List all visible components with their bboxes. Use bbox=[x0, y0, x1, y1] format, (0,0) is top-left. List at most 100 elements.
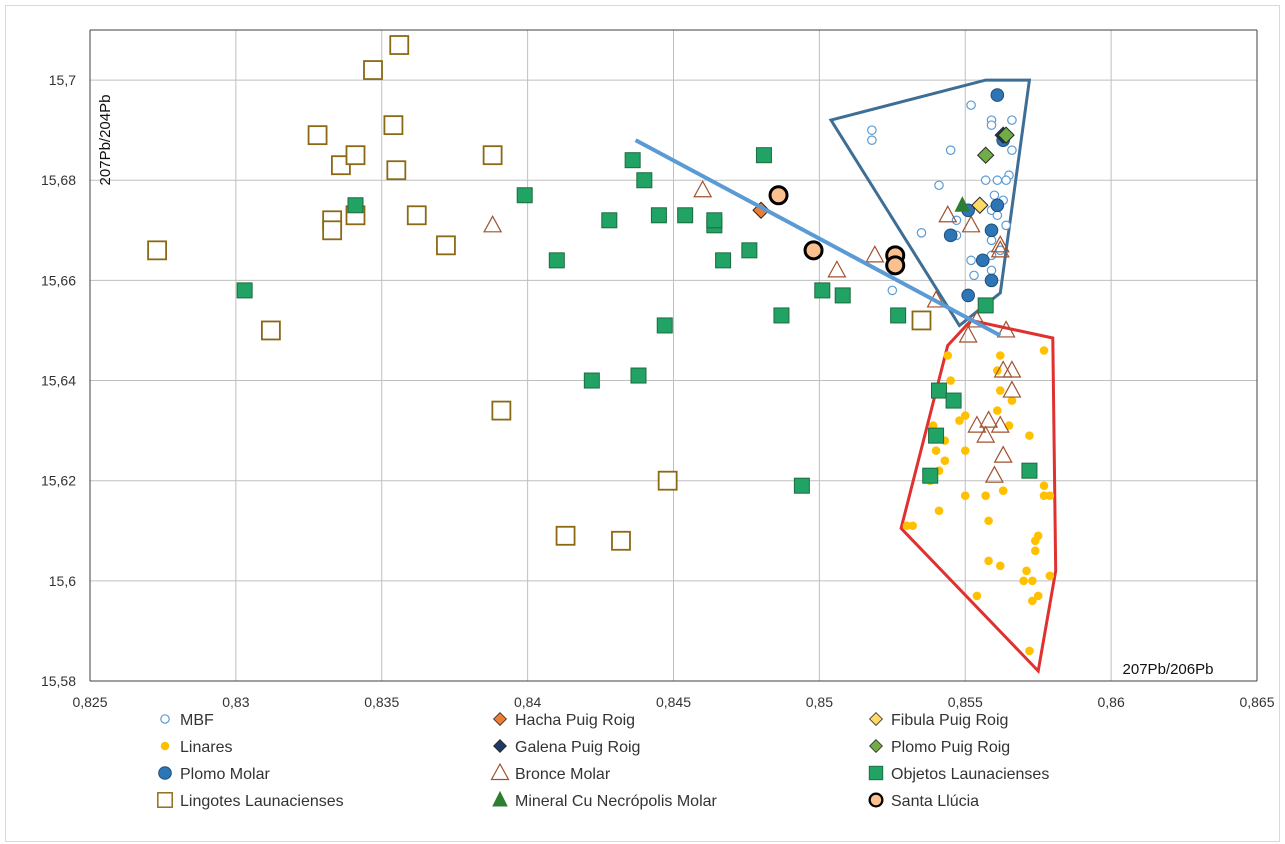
point-bronce-molar bbox=[990, 415, 1010, 433]
point-mbf bbox=[1007, 115, 1017, 125]
point-linares bbox=[995, 386, 1005, 395]
chart-border bbox=[5, 5, 1280, 842]
point-bronce-molar bbox=[1002, 380, 1022, 398]
point-bronce-molar bbox=[827, 260, 847, 278]
point-bronce-molar bbox=[993, 445, 1013, 463]
point-mbf bbox=[989, 190, 1000, 201]
point-bronce-molar bbox=[976, 425, 996, 443]
point-linares bbox=[984, 516, 993, 526]
legend-label-plomo-puig-roig: Plomo Puig Roig bbox=[891, 739, 1010, 756]
point-linares bbox=[1028, 596, 1037, 606]
point-objetos-launacienses bbox=[922, 467, 939, 484]
point-lingotes-launacienses bbox=[389, 35, 410, 55]
x-tick-label: 0,86 bbox=[1098, 694, 1125, 710]
point-plomo-molar bbox=[943, 228, 958, 243]
x-axis-label: 207Pb/206Pb bbox=[1123, 661, 1214, 678]
x-tick-label: 0,865 bbox=[1239, 694, 1274, 710]
legend-marker-santa-llucia bbox=[868, 792, 884, 808]
point-lingotes-launacienses bbox=[322, 220, 343, 241]
point-plomo-puig-roig bbox=[976, 146, 995, 164]
legend-marker-plomo-molar bbox=[158, 766, 172, 780]
point-plomo-molar bbox=[990, 198, 1005, 213]
point-linares bbox=[995, 561, 1005, 571]
point-mbf bbox=[867, 125, 877, 135]
point-objetos-launacienses bbox=[773, 307, 790, 324]
point-objetos-launacienses bbox=[516, 187, 533, 204]
point-linares bbox=[1025, 431, 1034, 440]
point-mbf bbox=[969, 270, 979, 281]
trend-line bbox=[634, 138, 1002, 338]
point-bronce-molar bbox=[483, 215, 503, 233]
point-bronce-molar bbox=[865, 245, 885, 263]
legend-label-mbf: MBF bbox=[180, 712, 214, 729]
point-lingotes-launacienses bbox=[307, 125, 328, 146]
region-polygon-blue bbox=[828, 78, 1032, 328]
point-linares bbox=[960, 411, 970, 420]
x-tick-label: 0,855 bbox=[948, 694, 983, 710]
legend-marker-linares bbox=[160, 741, 170, 751]
region-polygon-red bbox=[899, 318, 1058, 675]
point-objetos-launacienses bbox=[601, 212, 618, 229]
point-bronce-molar bbox=[938, 205, 958, 223]
point-santa-llucia bbox=[885, 255, 906, 276]
point-linares bbox=[1030, 546, 1040, 556]
point-plomo-puig-roig bbox=[997, 126, 1015, 144]
legend-marker-shape bbox=[493, 739, 507, 753]
y-tick-label: 15,66 bbox=[41, 272, 76, 288]
point-bronce-molar bbox=[990, 240, 1010, 258]
point-bronce-molar bbox=[996, 320, 1016, 338]
point-mbf bbox=[887, 285, 898, 296]
point-objetos-launacienses bbox=[755, 147, 772, 164]
point-lingotes-launacienses bbox=[147, 240, 168, 261]
point-lingotes-launacienses bbox=[436, 235, 456, 256]
legend-label-galena-puig-roig: Galena Puig Roig bbox=[515, 739, 640, 756]
point-linares bbox=[940, 456, 950, 465]
point-lingotes-launacienses bbox=[657, 470, 678, 491]
legend-marker-shape bbox=[868, 765, 884, 781]
point-lingotes-launacienses bbox=[363, 60, 383, 80]
legend-label-santa-llucia: Santa Llúcia bbox=[891, 793, 979, 810]
point-bronce-molar bbox=[990, 235, 1010, 253]
point-mbf bbox=[916, 228, 927, 238]
point-santa-llucia bbox=[768, 185, 789, 206]
point-mbf bbox=[986, 235, 997, 246]
point-objetos-launacienses bbox=[793, 477, 810, 494]
legend-marker-shape bbox=[869, 739, 883, 753]
point-mbf bbox=[934, 180, 944, 191]
legend-marker-shape bbox=[490, 762, 510, 781]
point-objetos-launacienses bbox=[347, 197, 364, 214]
legend-label-bronce-molar: Bronce Molar bbox=[515, 766, 611, 783]
y-tick-label: 15,7 bbox=[49, 72, 76, 88]
point-objetos-launacienses bbox=[814, 282, 831, 299]
point-objetos-launacienses bbox=[977, 297, 994, 314]
point-mbf bbox=[986, 265, 997, 276]
x-tick-label: 0,83 bbox=[222, 694, 249, 710]
point-lingotes-launacienses bbox=[345, 145, 366, 166]
point-linares bbox=[960, 491, 970, 501]
point-lingotes-launacienses bbox=[331, 155, 351, 176]
point-mbf bbox=[1001, 175, 1011, 186]
point-mbf bbox=[992, 175, 1003, 186]
point-mbf bbox=[1001, 220, 1011, 231]
legend-marker-shape bbox=[868, 792, 884, 808]
point-santa-llucia bbox=[803, 240, 824, 261]
legend-label-mineral-cu-necropolis-molar: Mineral Cu Necrópolis Molar bbox=[515, 793, 718, 810]
point-fibula-puig-roig bbox=[971, 196, 989, 214]
point-linares bbox=[998, 486, 1008, 496]
point-bronce-molar bbox=[1002, 360, 1022, 378]
x-tick-label: 0,85 bbox=[806, 694, 833, 710]
legend: MBF Hacha Puig Roig Fibula Puig Roig Linare… bbox=[157, 712, 1049, 810]
legend-label-objetos-launacienses: Objetos Launacienses bbox=[891, 766, 1049, 783]
legend-label-hacha-puig-roig: Hacha Puig Roig bbox=[515, 712, 635, 729]
point-linares bbox=[1030, 536, 1040, 546]
point-objetos-launacienses bbox=[741, 242, 758, 259]
point-linares bbox=[984, 556, 993, 566]
point-linares bbox=[955, 416, 964, 425]
point-lingotes-launacienses bbox=[482, 145, 503, 166]
point-linares bbox=[943, 351, 953, 360]
y-tick-label: 15,68 bbox=[41, 172, 76, 188]
point-linares bbox=[1022, 566, 1031, 576]
point-linares bbox=[981, 491, 990, 501]
legend-marker-bronce-molar bbox=[490, 762, 510, 781]
